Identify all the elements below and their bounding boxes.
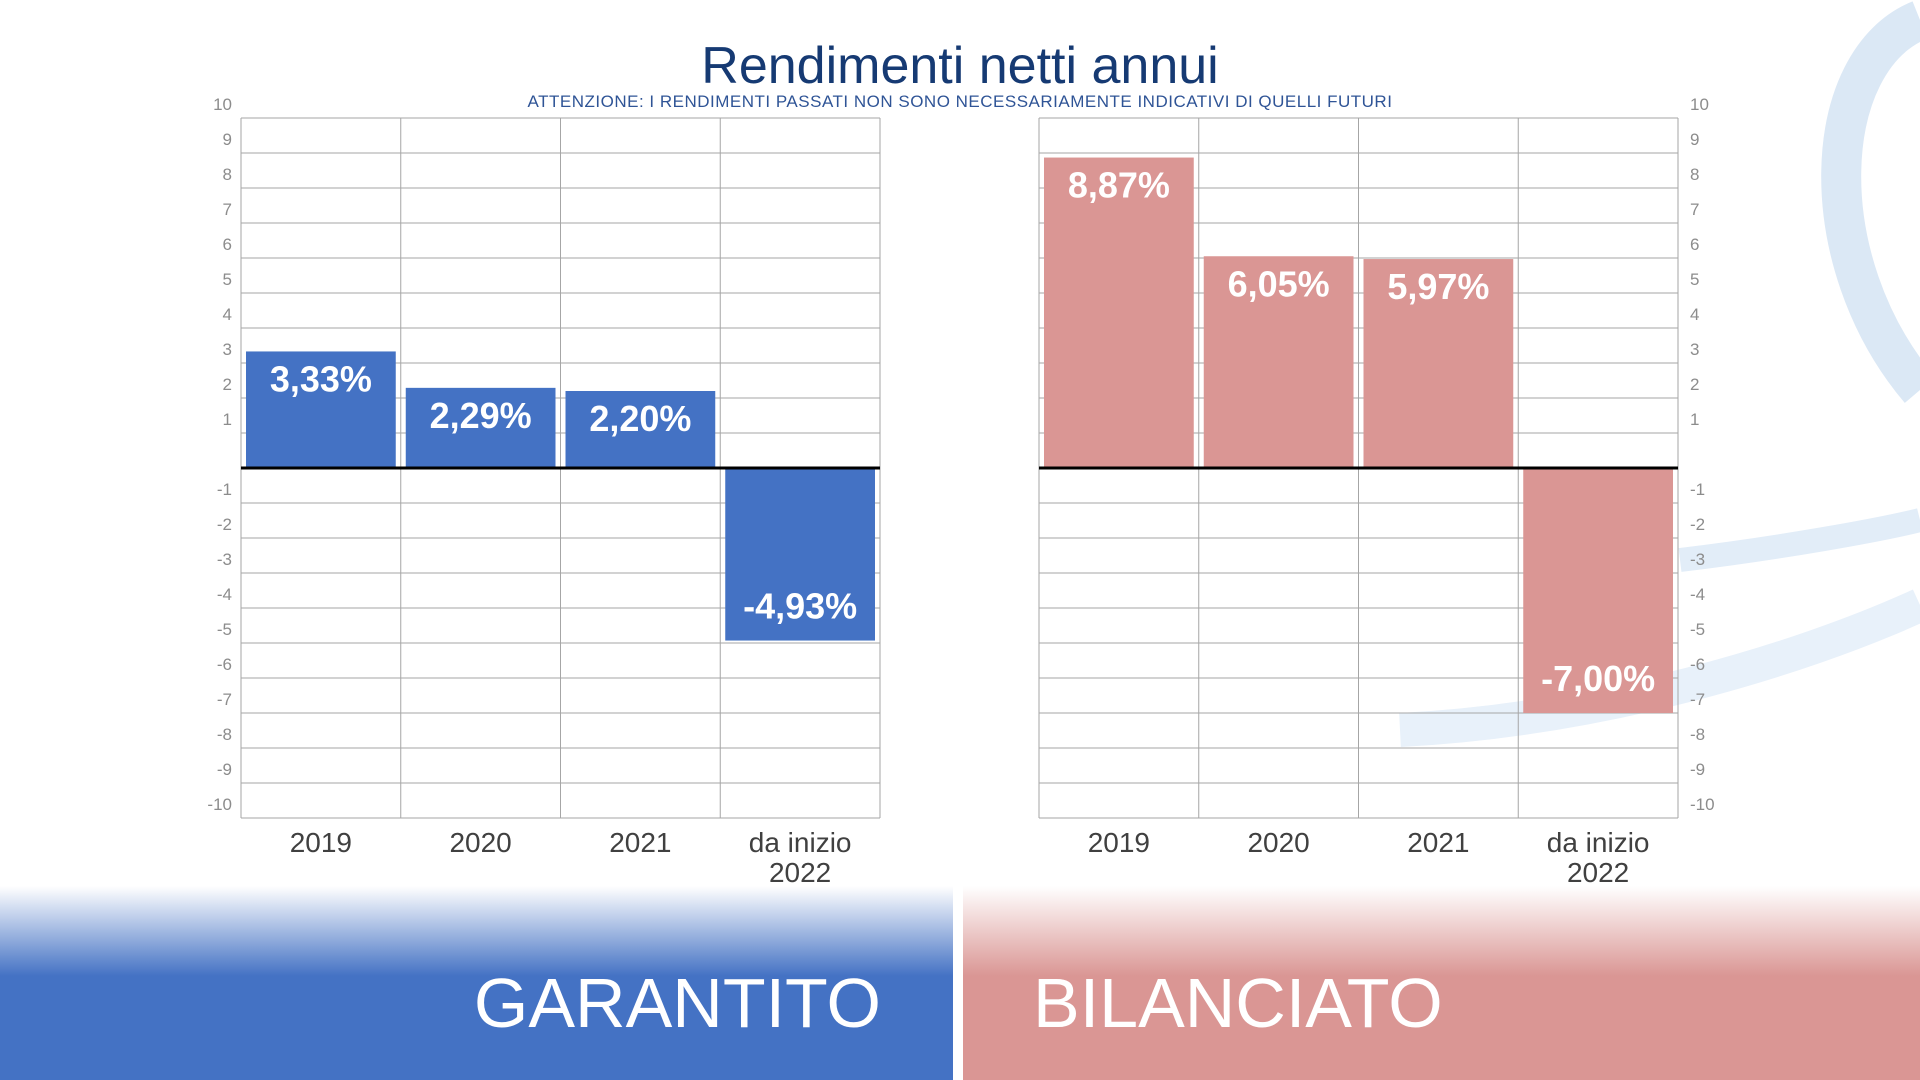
y-tick-label: -5: [1690, 620, 1705, 639]
y-tick-label: -9: [1690, 760, 1705, 779]
y-tick-label: -1: [1690, 480, 1705, 499]
y-tick-label: 10: [213, 95, 232, 114]
bar: [1523, 468, 1673, 713]
data-label: 8,87%: [1068, 165, 1170, 206]
y-tick-label: 5: [1690, 270, 1699, 289]
x-tick-label: 2020: [1247, 827, 1309, 858]
y-tick-label: 8: [223, 165, 232, 184]
y-tick-label: -10: [1690, 795, 1715, 814]
bar: [565, 391, 716, 468]
y-tick-label: -2: [217, 515, 232, 534]
data-label: 2,20%: [589, 398, 691, 439]
band-bilanciato: BILANCIATO: [963, 886, 1920, 1080]
data-label: -7,00%: [1541, 658, 1655, 699]
chart-garantito: 10 9 8 7 6 5 4 3 2 1 -1 -2 -3 -4 -5 -6 -7 -8 -9 -10 3,33% 2,2…: [207, 95, 881, 888]
y-tick-label: 7: [223, 200, 232, 219]
y-tick-label: 6: [223, 235, 232, 254]
y-tick-label: 2: [1690, 375, 1699, 394]
y-tick-label: -8: [217, 725, 232, 744]
x-tick-label: 2020: [449, 827, 511, 858]
y-tick-label: -5: [217, 620, 232, 639]
y-tick-label: -4: [217, 585, 232, 604]
chart-bilanciato: 10 9 8 7 6 5 4 3 2 1 -1 -2 -3 -4 -5 -6 -7 -8 -9 -10 8,87% 6,0…: [1038, 95, 1715, 888]
page-title: Rendimenti netti annui: [701, 37, 1219, 95]
page-subtitle: ATTENZIONE: I RENDIMENTI PASSATI NON SON…: [527, 92, 1393, 111]
x-tick-label: da inizio 2022: [749, 827, 852, 888]
y-tick-label: 4: [223, 305, 232, 324]
swirl-arc-outer: [1821, 1, 1920, 403]
y-tick-label: 6: [1690, 235, 1699, 254]
y-tick-label: 7: [1690, 200, 1699, 219]
y-tick-label: -7: [217, 690, 232, 709]
x-tick-label: 2019: [1088, 827, 1150, 858]
y-tick-label: 10: [1690, 95, 1709, 114]
y-tick-label: 9: [223, 130, 232, 149]
bar: [405, 387, 556, 468]
bar: [1044, 157, 1194, 469]
x-tick-label: 2021: [1407, 827, 1469, 858]
data-label: 5,97%: [1387, 266, 1489, 307]
y-tick-label: 1: [1690, 410, 1699, 429]
y-tick-label: -4: [1690, 585, 1705, 604]
x-tick-label: da inizio 2022: [1547, 827, 1650, 888]
y-tick-label: 2: [223, 375, 232, 394]
data-label: 2,29%: [430, 395, 532, 436]
band-label-bilanciato: BILANCIATO: [1033, 964, 1443, 1042]
y-tick-label: 3: [223, 340, 232, 359]
data-label: -4,93%: [743, 586, 857, 627]
y-tick-label: -6: [217, 655, 232, 674]
y-tick-label: 3: [1690, 340, 1699, 359]
swirl-arc-lower: [1399, 589, 1920, 747]
bar: [1363, 259, 1514, 468]
y-tick-label: -6: [1690, 655, 1705, 674]
data-label: 6,05%: [1228, 263, 1330, 304]
data-label: 3,33%: [270, 358, 372, 399]
y-tick-label: 4: [1690, 305, 1699, 324]
y-tick-label: 1: [223, 410, 232, 429]
y-tick-label: 9: [1690, 130, 1699, 149]
bar: [725, 468, 875, 641]
y-tick-label: -3: [217, 550, 232, 569]
y-tick-label: -8: [1690, 725, 1705, 744]
y-tick-label: -7: [1690, 690, 1705, 709]
y-tick-label: -9: [217, 760, 232, 779]
y-tick-label: -3: [1690, 550, 1705, 569]
band-label-garantito: GARANTITO: [473, 964, 881, 1042]
y-tick-label: 8: [1690, 165, 1699, 184]
y-tick-label: -1: [217, 480, 232, 499]
x-tick-label: 2021: [609, 827, 671, 858]
band-garantito: GARANTITO: [0, 886, 953, 1080]
swirl-arc-middle: [1678, 508, 1920, 572]
bar: [1203, 256, 1354, 468]
x-tick-label: 2019: [290, 827, 352, 858]
y-tick-label: -2: [1690, 515, 1705, 534]
y-tick-label: -10: [207, 795, 232, 814]
bar: [246, 351, 396, 468]
y-tick-label: 5: [223, 270, 232, 289]
